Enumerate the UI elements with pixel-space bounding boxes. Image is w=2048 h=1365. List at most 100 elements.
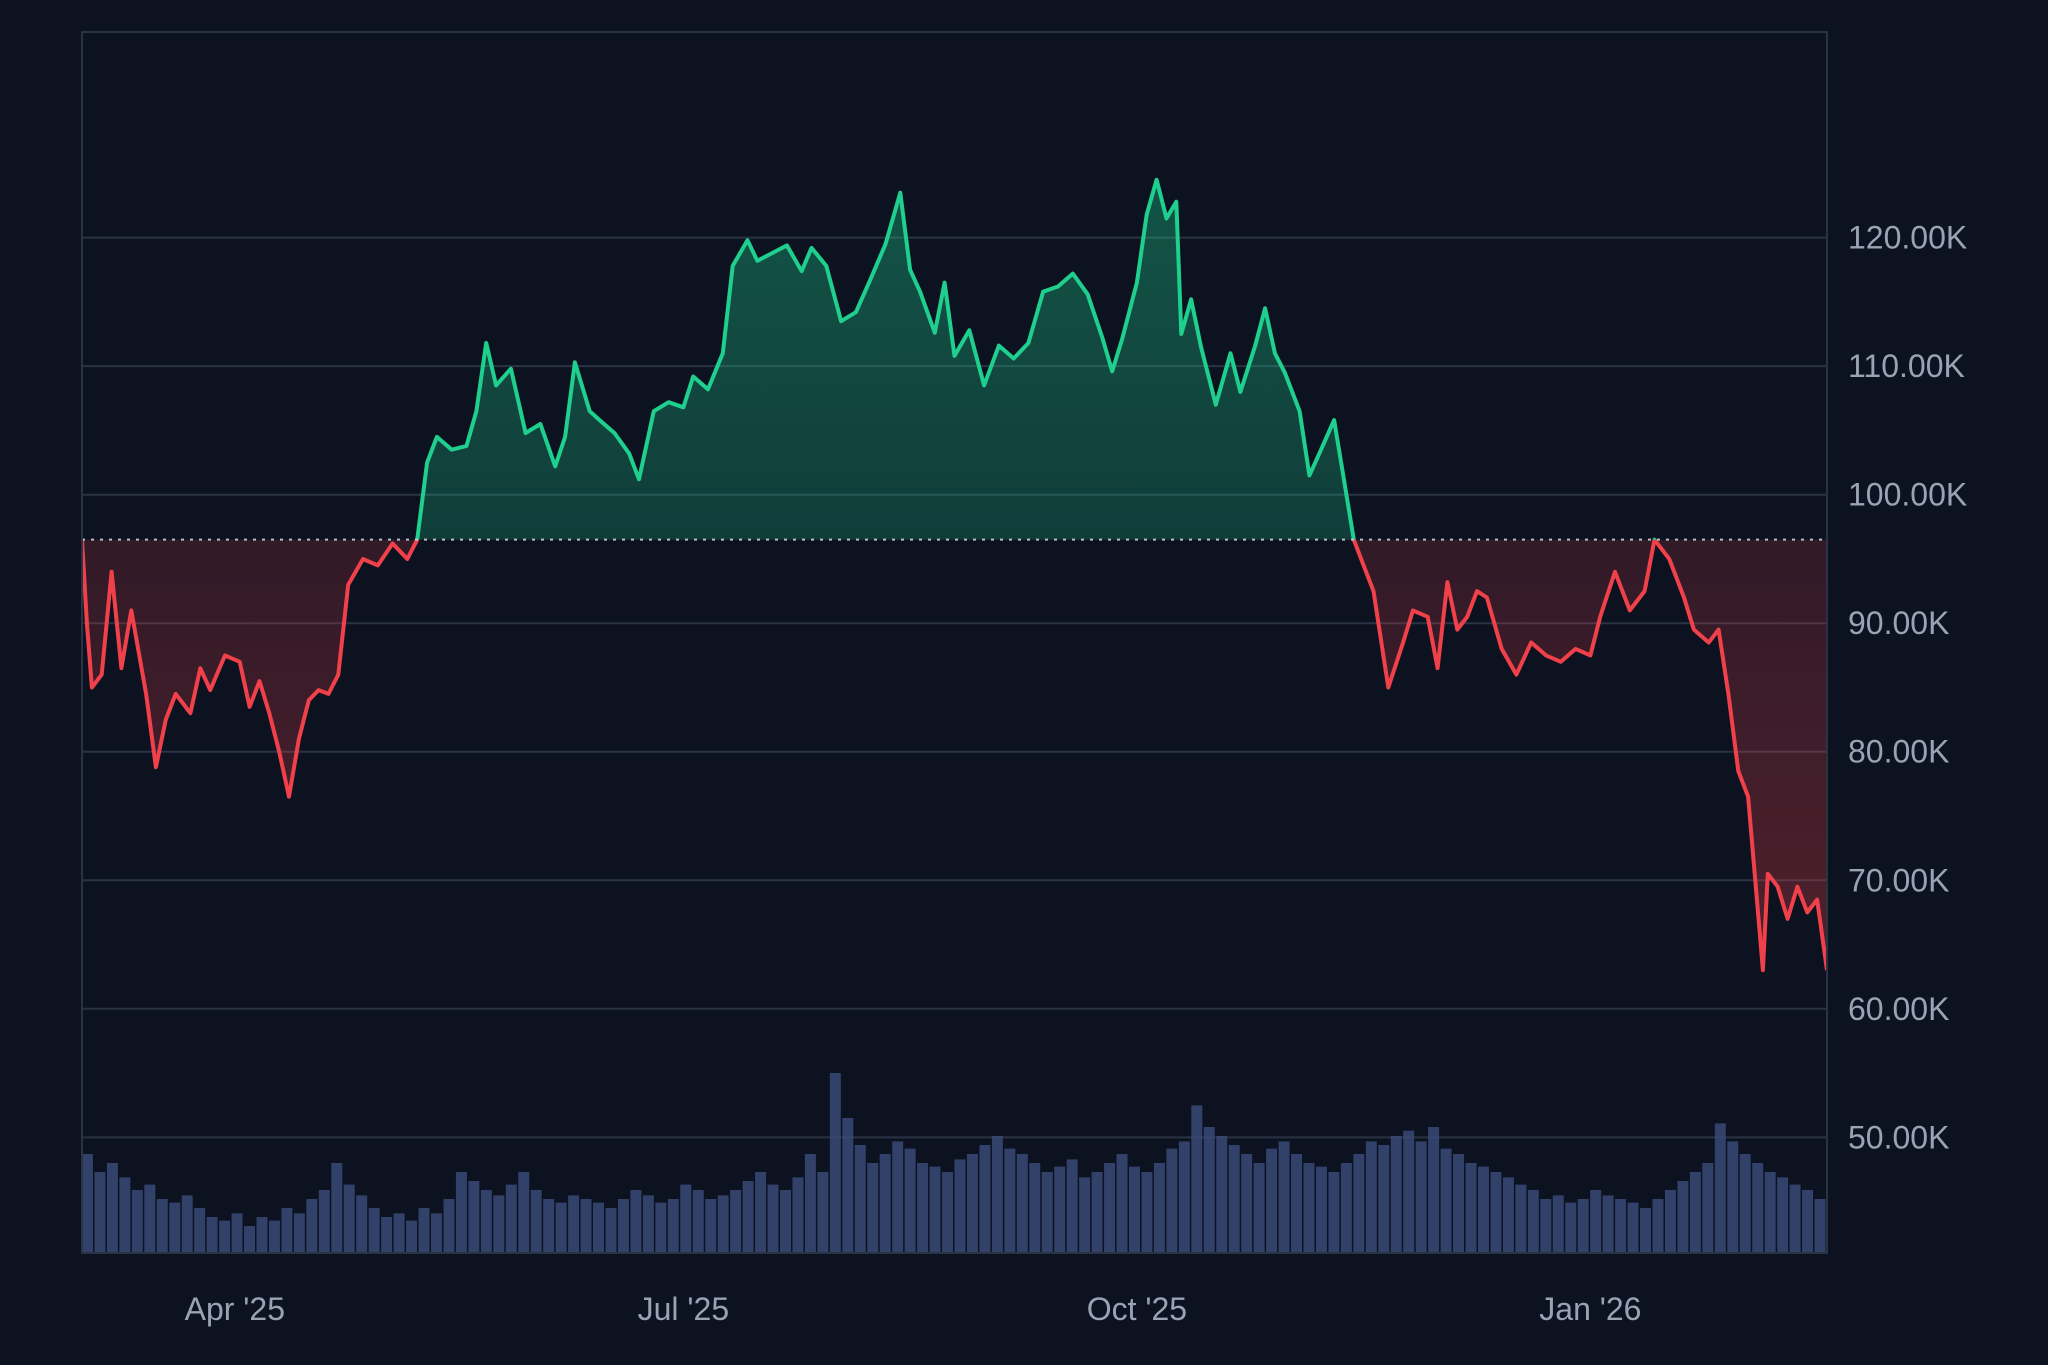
volume-bar — [356, 1195, 368, 1253]
volume-bar — [393, 1213, 405, 1253]
volume-bar — [480, 1190, 492, 1253]
volume-bar — [1178, 1141, 1190, 1253]
volume-bar — [1291, 1154, 1302, 1253]
volume-bar — [418, 1208, 430, 1253]
y-tick-label: 70.00K — [1848, 862, 1949, 898]
volume-bar — [717, 1195, 729, 1253]
y-axis: 120.00K 110.00K 100.00K 90.00K 80.00K 70.00K 6… — [1848, 220, 1967, 1156]
volume-bar — [1789, 1184, 1801, 1253]
volume-bar — [1353, 1154, 1365, 1253]
volume-bar — [1041, 1172, 1053, 1253]
volume-bar — [667, 1199, 679, 1253]
volume-bar — [1689, 1172, 1701, 1253]
price-line[interactable] — [82, 177, 1827, 973]
volume-bar — [1303, 1163, 1315, 1253]
volume-bar — [842, 1118, 854, 1253]
volume-bar — [1590, 1190, 1602, 1253]
y-tick-label: 90.00K — [1848, 605, 1949, 641]
volume-bar — [642, 1195, 654, 1253]
volume-bar — [1228, 1145, 1240, 1253]
volume-bar — [630, 1190, 642, 1253]
volume-bar — [493, 1195, 505, 1253]
price-line-down[interactable] — [82, 180, 1827, 973]
volume-bar — [1116, 1154, 1128, 1253]
volume-bar — [306, 1199, 318, 1253]
volume-bar — [1004, 1148, 1016, 1253]
volume-bar — [543, 1199, 555, 1253]
y-tick-label: 100.00K — [1848, 477, 1967, 513]
volume-bar — [443, 1199, 455, 1253]
volume-bar — [119, 1177, 131, 1253]
area-below-baseline — [82, 539, 1827, 971]
volume-bar — [1016, 1154, 1028, 1253]
volume-bar — [1079, 1177, 1091, 1253]
volume-bar — [1403, 1130, 1415, 1253]
volume-bar — [1714, 1123, 1726, 1253]
volume-bar — [767, 1184, 779, 1253]
volume-bar — [1552, 1195, 1564, 1253]
volume-bar — [1565, 1202, 1577, 1253]
volume-bar — [1428, 1127, 1440, 1253]
volume-bar — [1652, 1199, 1664, 1253]
volume-bar — [1415, 1141, 1427, 1253]
volume-bar — [1802, 1190, 1814, 1253]
volume-bar — [979, 1145, 991, 1253]
volume-bar — [1814, 1199, 1826, 1253]
volume-bar — [1777, 1177, 1789, 1253]
volume-bar — [1203, 1127, 1215, 1253]
x-tick-label: Jul '25 — [638, 1291, 730, 1327]
volume-bar — [1029, 1163, 1041, 1253]
volume-bar — [131, 1190, 143, 1253]
volume-bar — [181, 1195, 193, 1253]
volume-bar — [1390, 1136, 1402, 1253]
volume-bar — [1453, 1154, 1465, 1253]
volume-bar — [505, 1184, 517, 1253]
volume-bar — [1502, 1177, 1514, 1253]
volume-bar — [1764, 1172, 1776, 1253]
volume-bar — [1615, 1199, 1627, 1253]
volume-bar — [929, 1166, 941, 1253]
volume-bar — [1540, 1199, 1552, 1253]
x-tick-label: Jan '26 — [1539, 1291, 1641, 1327]
volume-bar — [1602, 1195, 1614, 1253]
volume-bar — [892, 1141, 904, 1253]
price-line-up[interactable] — [82, 177, 1827, 970]
volume-bar — [904, 1148, 916, 1253]
volume-bar — [1490, 1172, 1502, 1253]
volume-bar — [244, 1226, 255, 1253]
volume-bar — [1129, 1166, 1140, 1253]
volume-bar — [1054, 1166, 1066, 1253]
volume-bar — [867, 1163, 879, 1253]
volume-bar — [1091, 1172, 1103, 1253]
volume-bar — [1166, 1148, 1178, 1253]
volume-bar — [1378, 1145, 1390, 1253]
volume-bar — [206, 1217, 218, 1253]
volume-bar — [268, 1220, 280, 1253]
volume-bar — [555, 1202, 567, 1253]
volume-bar — [1191, 1105, 1203, 1253]
volume-bar — [194, 1208, 206, 1253]
volume-bar — [605, 1208, 617, 1253]
y-tick-label: 80.00K — [1848, 734, 1949, 770]
volume-bar — [1440, 1148, 1452, 1253]
volume-bar — [331, 1163, 343, 1253]
volume-bar — [293, 1213, 305, 1253]
volume-bar — [1664, 1190, 1676, 1253]
y-tick-label: 120.00K — [1848, 220, 1967, 256]
y-tick-label: 110.00K — [1848, 348, 1965, 384]
volume-bar — [219, 1220, 231, 1253]
volume-bar — [169, 1202, 181, 1253]
volume-bar — [1340, 1163, 1352, 1253]
volume-bar — [829, 1073, 841, 1253]
volume-bar — [343, 1184, 355, 1253]
volume-bar — [1365, 1141, 1377, 1253]
volume-bar — [1278, 1141, 1290, 1253]
volume-bar — [705, 1199, 717, 1253]
volume-bar — [1677, 1181, 1689, 1253]
volume-bar — [1515, 1184, 1527, 1253]
volume-bar — [942, 1172, 953, 1253]
volume-bar — [1266, 1148, 1278, 1253]
volume-bar — [817, 1172, 829, 1253]
